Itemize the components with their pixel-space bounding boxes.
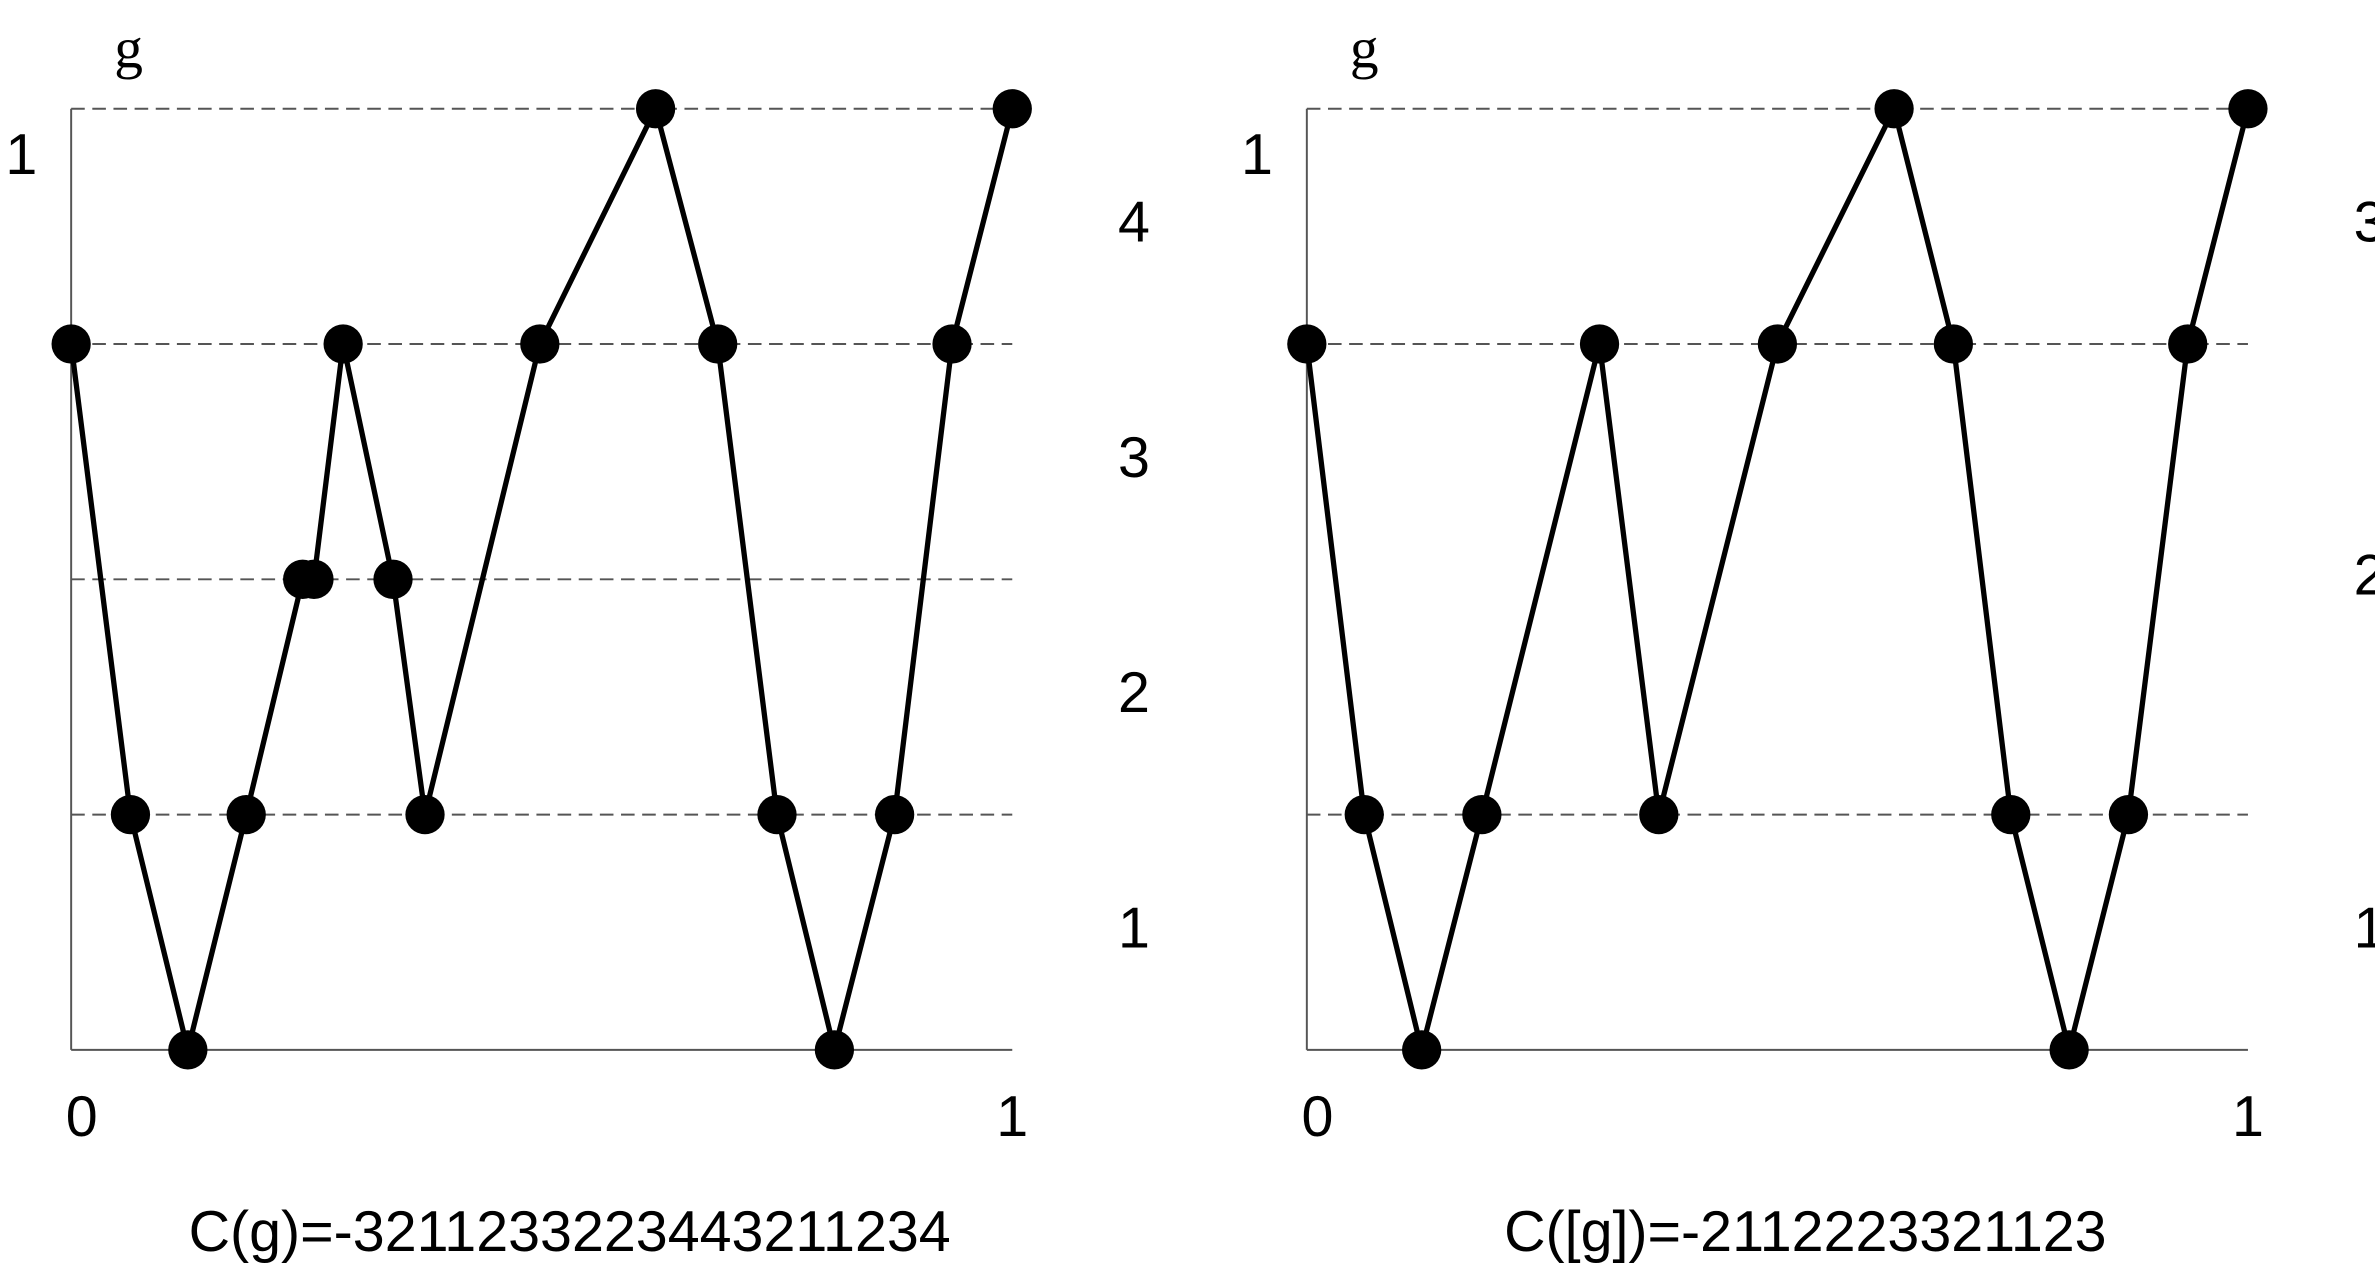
point xyxy=(373,559,413,599)
point xyxy=(1991,794,2031,835)
caption: C([g])=-2112223321123 xyxy=(1504,1200,2107,1264)
y-tick-label: 1 xyxy=(1241,123,1273,187)
x-tick-label: 1 xyxy=(2232,1085,2264,1149)
band-label: 2 xyxy=(2354,543,2375,607)
point xyxy=(1579,324,1620,364)
point xyxy=(1287,324,1327,364)
series-line xyxy=(1304,106,2251,1053)
point xyxy=(226,794,266,835)
band-label: 4 xyxy=(1118,191,1150,255)
x-tick-label: 1 xyxy=(996,1085,1028,1149)
point xyxy=(932,324,972,364)
band-label: 1 xyxy=(2354,896,2375,960)
band-label: 1 xyxy=(1118,896,1150,960)
y-axis-label: g xyxy=(1350,18,1379,81)
x-tick-label: 0 xyxy=(66,1085,98,1149)
point xyxy=(1344,794,1384,835)
point xyxy=(874,794,915,835)
y-tick-label: 1 xyxy=(5,123,37,187)
point xyxy=(698,324,738,364)
point xyxy=(323,324,363,364)
point xyxy=(2168,324,2208,364)
point xyxy=(1757,324,1798,364)
point xyxy=(294,559,334,599)
point xyxy=(1639,794,1679,835)
point xyxy=(1874,89,1914,129)
point xyxy=(992,89,1032,129)
band-label: 3 xyxy=(1118,426,1150,490)
x-tick-label: 0 xyxy=(1301,1085,1333,1149)
caption: C(g)=-3211233223443211234 xyxy=(189,1200,951,1264)
point xyxy=(635,89,676,129)
point xyxy=(814,1030,855,1070)
point xyxy=(405,794,445,835)
point xyxy=(110,794,151,835)
point xyxy=(1402,1030,1442,1070)
point xyxy=(757,794,797,835)
band-label: 2 xyxy=(1118,661,1150,725)
point xyxy=(2108,794,2149,835)
point xyxy=(2049,1030,2089,1070)
point xyxy=(520,324,560,364)
y-axis-label: g xyxy=(114,18,143,81)
point xyxy=(1462,794,1502,835)
band-label: 3 xyxy=(2354,191,2375,255)
point xyxy=(168,1030,208,1070)
point xyxy=(2228,89,2268,129)
point xyxy=(51,324,91,364)
point xyxy=(1933,324,1974,364)
